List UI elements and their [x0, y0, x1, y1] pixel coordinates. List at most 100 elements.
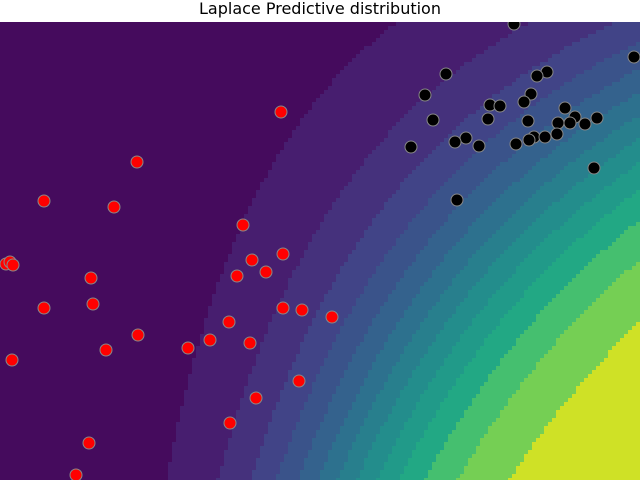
contour-band-cell	[540, 274, 577, 279]
contour-band-cell	[244, 390, 281, 395]
scatter-point-series-0-12	[6, 258, 20, 272]
contour-band-cell	[340, 190, 397, 195]
contour-band-cell	[368, 450, 393, 455]
contour-band-cell	[188, 374, 249, 379]
contour-band-cell	[304, 402, 329, 407]
contour-band-cell	[0, 426, 177, 431]
contour-band-cell	[280, 394, 309, 399]
contour-band-cell	[364, 466, 385, 471]
contour-band-cell	[512, 346, 553, 351]
contour-band-cell	[444, 326, 469, 331]
contour-band-cell	[356, 394, 377, 399]
contour-band-cell	[484, 306, 513, 311]
contour-band-cell	[0, 478, 169, 480]
contour-band-cell	[372, 318, 401, 323]
contour-band-cell	[420, 438, 449, 443]
contour-band-cell	[200, 342, 261, 347]
contour-band-cell	[620, 126, 640, 131]
contour-band-cell	[304, 250, 353, 255]
contour-band-cell	[636, 162, 640, 167]
contour-band-cell	[260, 182, 349, 187]
contour-band-cell	[176, 426, 233, 431]
contour-band-cell	[172, 450, 225, 455]
contour-band-cell	[0, 342, 201, 347]
contour-band-cell	[0, 82, 333, 87]
contour-band-cell	[440, 450, 477, 455]
contour-band-cell	[300, 478, 321, 480]
scatter-point-series-0-8	[230, 269, 244, 283]
contour-band-cell	[368, 278, 401, 283]
contour-band-cell	[320, 478, 337, 480]
contour-band-cell	[572, 186, 605, 191]
contour-band-cell	[552, 230, 589, 235]
contour-band-cell	[468, 326, 497, 331]
contour-band-cell	[468, 294, 493, 299]
contour-band-cell	[320, 470, 341, 475]
contour-band-cell	[424, 434, 449, 439]
contour-band-cell	[212, 294, 285, 299]
contour-band-cell	[620, 78, 640, 83]
contour-band-cell	[544, 182, 577, 187]
contour-band-cell	[472, 154, 513, 159]
contour-band-cell	[448, 438, 481, 443]
contour-band-cell	[360, 430, 381, 435]
contour-band-cell	[632, 94, 640, 99]
contour-band-cell	[0, 466, 169, 471]
contour-band-cell	[472, 222, 505, 227]
contour-band-cell	[616, 278, 640, 283]
contour-band-cell	[588, 230, 625, 235]
contour-band-cell	[0, 70, 341, 75]
scatter-point-series-0-19	[131, 328, 145, 342]
contour-band-cell	[528, 374, 589, 379]
contour-band-cell	[0, 114, 305, 119]
contour-band-cell	[440, 226, 469, 231]
contour-band-cell	[0, 258, 229, 263]
scatter-point-series-1-17	[578, 117, 592, 131]
contour-band-cell	[468, 458, 525, 463]
contour-band-cell	[324, 466, 345, 471]
contour-band-cell	[572, 322, 637, 327]
contour-band-cell	[396, 238, 429, 243]
contour-band-cell	[496, 418, 553, 423]
contour-band-cell	[516, 270, 545, 275]
contour-band-cell	[280, 462, 305, 467]
contour-band-cell	[504, 250, 533, 255]
contour-band-cell	[412, 370, 437, 375]
contour-band-cell	[392, 450, 413, 455]
contour-band-cell	[328, 86, 437, 91]
contour-band-cell	[312, 238, 361, 243]
contour-band-cell	[364, 458, 389, 463]
contour-band-cell	[0, 46, 365, 51]
contour-band-cell	[536, 246, 569, 251]
contour-band-cell	[620, 150, 640, 155]
contour-band-cell	[336, 386, 361, 391]
contour-band-cell	[448, 286, 473, 291]
contour-band-cell	[352, 354, 377, 359]
contour-band-cell	[0, 150, 281, 155]
contour-band-cell	[516, 302, 549, 307]
contour-band-cell	[252, 470, 281, 475]
contour-band-cell	[532, 166, 565, 171]
contour-band-cell	[448, 434, 485, 439]
contour-band-cell	[296, 354, 329, 359]
contour-band-cell	[400, 186, 441, 191]
contour-band-cell	[324, 414, 349, 419]
contour-band-cell	[404, 314, 429, 319]
contour-band-cell	[444, 290, 469, 295]
contour-band-cell	[456, 206, 489, 211]
contour-band-cell	[528, 286, 565, 291]
contour-band-cell	[300, 414, 325, 419]
contour-band-cell	[420, 326, 445, 331]
contour-band-cell	[304, 114, 405, 119]
contour-band-cell	[400, 358, 421, 363]
contour-band-cell	[392, 246, 425, 251]
contour-band-cell	[340, 194, 393, 199]
contour-band-cell	[464, 298, 489, 303]
scatter-point-series-0-1	[130, 155, 144, 169]
contour-band-cell	[0, 186, 261, 191]
contour-band-cell	[452, 174, 489, 179]
contour-band-cell	[360, 50, 485, 55]
contour-band-cell	[492, 422, 549, 427]
contour-band-cell	[324, 214, 377, 219]
contour-band-cell	[576, 386, 640, 391]
